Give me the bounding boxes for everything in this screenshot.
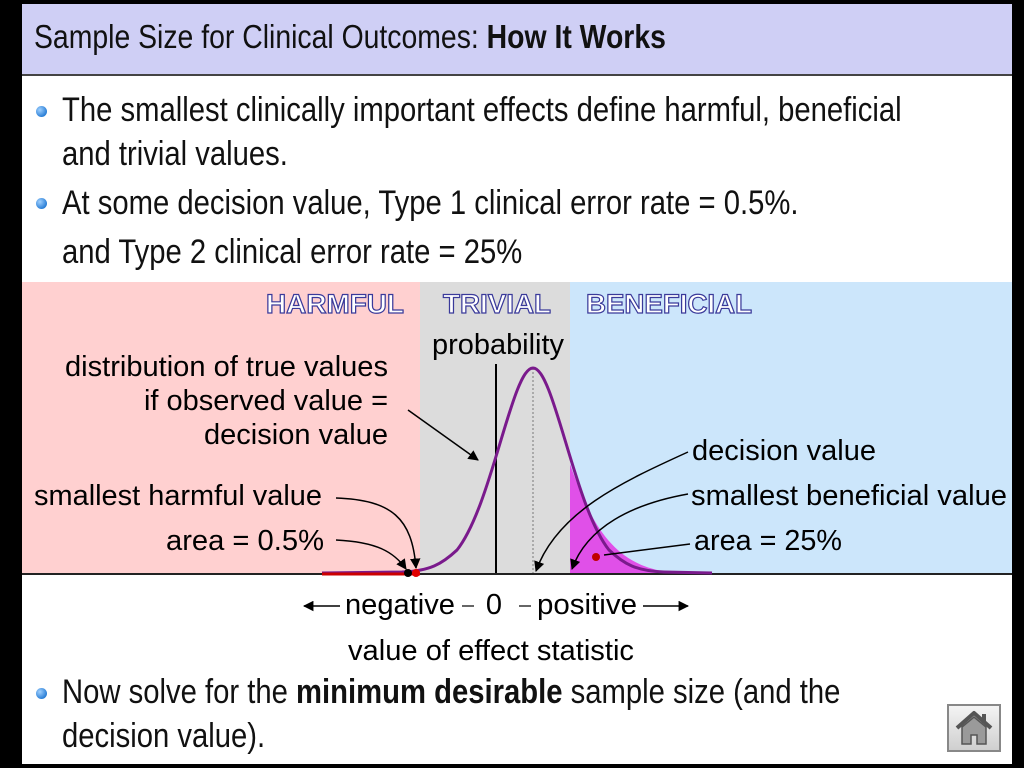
negative-label: negative <box>345 589 455 621</box>
decision-value-label: decision value <box>692 435 876 467</box>
beneficial-zone <box>570 282 1012 573</box>
harmful-boundary-marker <box>412 569 420 577</box>
slide: Sample Size for Clinical Outcomes: How I… <box>22 4 1012 764</box>
decision-value-pointer <box>534 451 689 572</box>
positive-label: positive <box>537 589 637 621</box>
trivial-label: TRIVIAL <box>443 289 551 319</box>
beneficial-label: BENEFICIAL <box>586 289 752 319</box>
probability-label: probability <box>432 329 564 361</box>
smallest-harmful-label: smallest harmful value <box>34 480 322 512</box>
axis-title: value of effect statistic <box>348 635 634 667</box>
svg-text:distribution of true values: distribution of true values <box>65 351 388 383</box>
harmful-zone <box>22 282 420 573</box>
svg-text:if observed value =: if observed value = <box>144 385 388 417</box>
smallest-beneficial-pointer <box>570 493 689 570</box>
smallest-beneficial-label: smallest beneficial value <box>691 480 1007 512</box>
bullet-text: At some decision value, Type 1 clinical … <box>62 184 799 222</box>
home-icon <box>955 711 993 745</box>
title-bar: Sample Size for Clinical Outcomes: How I… <box>22 4 1012 76</box>
zero-label: 0 <box>486 589 502 621</box>
area-beneficial-pointer <box>603 543 691 556</box>
distribution-label: distribution of true values if observed … <box>65 351 388 451</box>
area-harmful-label: area = 0.5% <box>166 525 324 557</box>
harmful-tail-marker <box>404 569 412 577</box>
bullet-icon <box>36 198 47 209</box>
bullet-text: and trivial values. <box>62 135 288 173</box>
bullet-icon <box>36 688 47 699</box>
bullet-text: Now solve for the minimum desirable samp… <box>62 673 841 711</box>
home-button[interactable] <box>947 704 1001 752</box>
area-harmful-pointer <box>335 539 407 570</box>
harmful-label: HARMFUL <box>266 289 404 319</box>
beneficial-area-marker <box>592 553 600 561</box>
bullet-icon <box>36 106 47 117</box>
bullet-text: The smallest clinically important effect… <box>62 91 902 129</box>
svg-text:decision value: decision value <box>204 419 388 451</box>
effect-distribution-diagram: HARMFUL TRIVIAL BENEFICIAL probability d… <box>22 282 1012 667</box>
bullet-text: and Type 2 clinical error rate = 25% <box>62 233 523 271</box>
bullet-text: decision value). <box>62 717 266 755</box>
page-title: Sample Size for Clinical Outcomes: How I… <box>34 18 666 55</box>
distribution-pointer <box>407 409 479 461</box>
smallest-harmful-pointer <box>335 497 421 570</box>
area-beneficial-label: area = 25% <box>694 525 842 557</box>
